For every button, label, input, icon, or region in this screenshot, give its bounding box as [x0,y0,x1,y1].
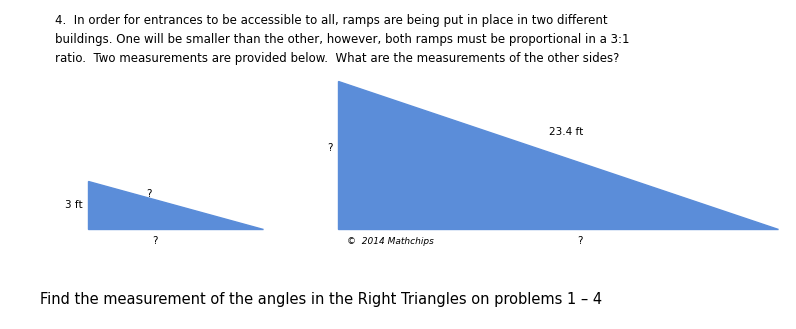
Polygon shape [88,181,263,229]
Text: ?: ? [152,236,158,246]
Text: Find the measurement of the angles in the Right Triangles on problems 1 – 4: Find the measurement of the angles in th… [40,292,602,307]
Text: 4.  In order for entrances to be accessible to all, ramps are being put in place: 4. In order for entrances to be accessib… [55,14,630,65]
Text: ?: ? [577,236,583,246]
Polygon shape [338,81,778,229]
Text: 23.4 ft: 23.4 ft [549,127,583,137]
Text: ©  2014 Mathchips: © 2014 Mathchips [346,237,434,245]
Text: ?: ? [146,189,152,199]
Text: 3 ft: 3 ft [65,200,83,210]
Text: ?: ? [327,142,333,153]
